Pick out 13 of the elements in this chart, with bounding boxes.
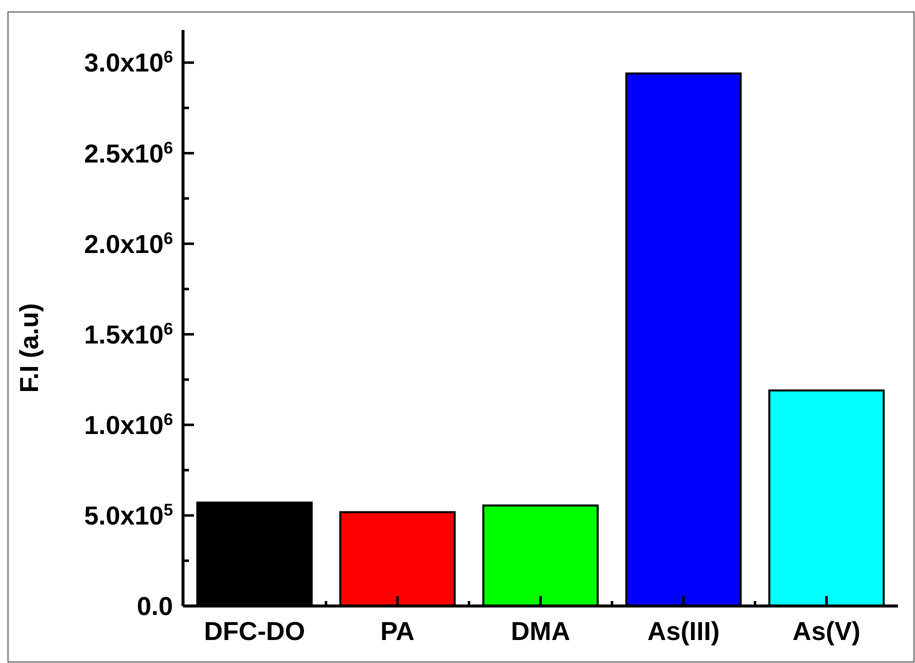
y-tick-label: 2.0x10$^{6}$ — [84, 228, 173, 259]
x-tick-label: DMA — [510, 616, 570, 646]
y-tick-label: 1.5x10$^{6}$ — [84, 318, 173, 350]
y-tick-label: 3.0x10$^{6}$ — [84, 47, 173, 78]
x-tick-label: DFC-DO — [204, 616, 306, 646]
y-tick-label: 0.0 — [136, 591, 173, 622]
x-tick-label: PA — [380, 616, 415, 646]
y-tick-label: 1.0x10$^{6}$ — [84, 409, 173, 440]
x-tick-label: As(III) — [647, 616, 720, 646]
y-axis-title: F.I (a.u) — [14, 303, 44, 393]
y-tick-label: 5.0x10$^{5}$ — [84, 500, 173, 531]
x-tick-label: As(V) — [792, 616, 860, 646]
y-tick-label: 2.5x10$^{6}$ — [84, 138, 173, 168]
